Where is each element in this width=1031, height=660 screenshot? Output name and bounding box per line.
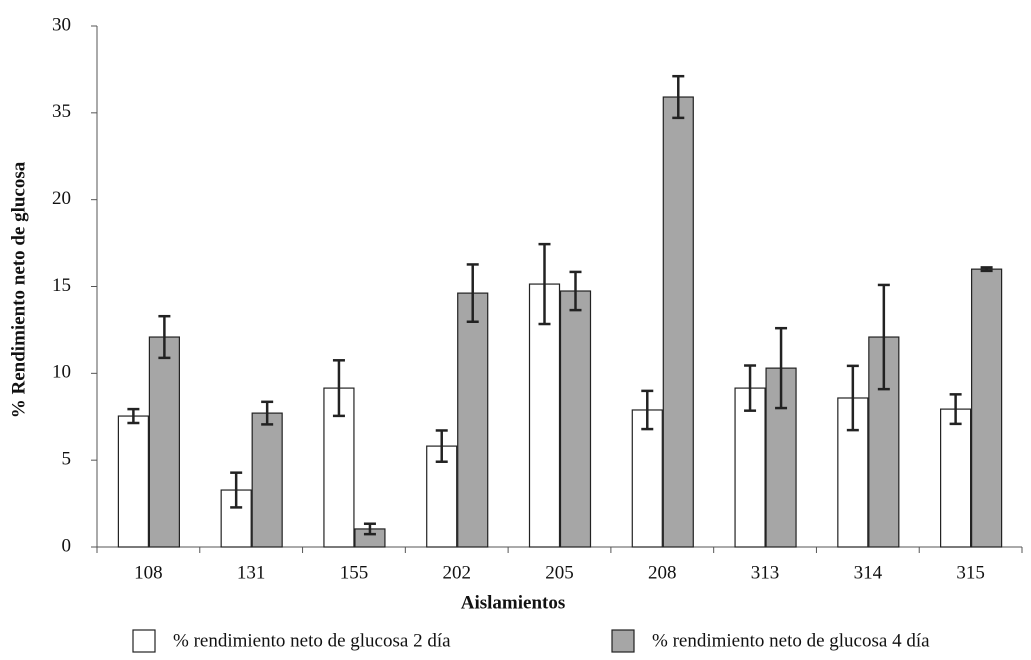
bar [457,292,489,548]
error-bar [846,364,859,432]
y-tick-label: 35 [52,101,71,122]
bar [940,408,972,548]
error-bar [435,429,448,463]
bar [528,283,561,548]
error-bar [158,314,171,360]
error-bar [775,326,788,410]
y-axis-title: % Rendimiento neto de glucosa [8,161,29,418]
legend-label: % rendimiento neto de glucosa 2 día [173,630,451,651]
error-bar [744,364,757,412]
error-bar [538,242,551,326]
legend-label: % rendimiento neto de glucosa 4 día [652,630,930,651]
y-tick-label: 0 [62,535,72,556]
y-tick-label: 20 [52,188,71,209]
y-tick-label: 15 [52,275,71,296]
bar [251,412,283,548]
bar [734,387,766,548]
x-tick-label: 208 [648,562,677,583]
y-tick-label: 30 [52,14,71,35]
error-bar [949,393,962,426]
x-axis-title: Aislamientos [461,592,566,613]
x-tick-label: 313 [751,562,780,583]
bar [662,96,694,548]
bar [148,336,180,548]
x-tick-label: 205 [545,562,574,583]
error-bar [332,359,345,418]
error-bar [466,263,479,324]
error-bar [261,400,274,426]
bar [631,409,663,548]
x-tick-label: 108 [134,562,163,583]
error-bar [672,74,685,120]
legend-swatch [132,629,156,653]
error-bar [980,266,993,273]
error-bar [363,522,376,536]
error-bar [569,270,582,312]
error-bar [230,471,243,509]
error-bar [641,389,654,431]
bar [971,268,1003,548]
error-bar [877,283,890,391]
x-tick-label: 202 [442,562,471,583]
x-tick-label: 155 [340,562,369,583]
x-tick-label: 314 [854,562,883,583]
x-tick-label: 315 [956,562,985,583]
bar [559,290,592,548]
y-tick-label: 5 [62,449,72,470]
legend-swatch [611,629,635,653]
bar [117,415,149,548]
x-tick-label: 131 [237,562,266,583]
y-tick-label: 10 [52,362,71,383]
error-bar [127,407,140,425]
